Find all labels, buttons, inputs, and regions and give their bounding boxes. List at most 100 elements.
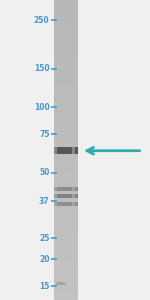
FancyBboxPatch shape: [54, 226, 78, 227]
FancyBboxPatch shape: [54, 203, 78, 204]
FancyBboxPatch shape: [54, 210, 78, 211]
FancyBboxPatch shape: [54, 268, 78, 269]
FancyBboxPatch shape: [54, 213, 78, 214]
FancyBboxPatch shape: [54, 215, 78, 216]
FancyBboxPatch shape: [54, 147, 78, 148]
FancyBboxPatch shape: [54, 299, 78, 300]
FancyBboxPatch shape: [54, 280, 78, 281]
FancyBboxPatch shape: [54, 189, 78, 190]
FancyBboxPatch shape: [54, 31, 78, 32]
FancyBboxPatch shape: [54, 46, 78, 47]
FancyBboxPatch shape: [54, 178, 78, 179]
FancyBboxPatch shape: [54, 206, 78, 207]
FancyBboxPatch shape: [54, 0, 78, 1]
FancyBboxPatch shape: [54, 267, 78, 268]
FancyBboxPatch shape: [56, 282, 57, 285]
FancyBboxPatch shape: [54, 229, 78, 230]
FancyBboxPatch shape: [54, 252, 78, 253]
FancyBboxPatch shape: [54, 60, 78, 61]
FancyBboxPatch shape: [54, 270, 78, 271]
FancyBboxPatch shape: [54, 224, 78, 225]
FancyBboxPatch shape: [54, 64, 78, 65]
FancyBboxPatch shape: [54, 293, 78, 294]
FancyBboxPatch shape: [54, 218, 78, 219]
FancyBboxPatch shape: [54, 1, 78, 2]
FancyBboxPatch shape: [54, 168, 78, 169]
FancyBboxPatch shape: [54, 184, 78, 185]
FancyBboxPatch shape: [54, 204, 78, 205]
FancyBboxPatch shape: [54, 115, 78, 116]
FancyBboxPatch shape: [54, 277, 78, 278]
Text: 100: 100: [34, 103, 50, 112]
FancyBboxPatch shape: [54, 112, 78, 113]
FancyBboxPatch shape: [54, 70, 78, 71]
FancyBboxPatch shape: [54, 8, 78, 9]
FancyBboxPatch shape: [54, 131, 78, 132]
FancyBboxPatch shape: [54, 34, 78, 35]
FancyBboxPatch shape: [54, 61, 78, 62]
FancyBboxPatch shape: [54, 71, 78, 72]
FancyBboxPatch shape: [54, 62, 78, 63]
FancyBboxPatch shape: [72, 187, 75, 191]
FancyBboxPatch shape: [54, 237, 78, 238]
FancyBboxPatch shape: [54, 95, 78, 96]
FancyBboxPatch shape: [54, 195, 78, 196]
FancyBboxPatch shape: [54, 159, 78, 160]
FancyBboxPatch shape: [54, 125, 78, 126]
FancyBboxPatch shape: [54, 234, 78, 235]
FancyBboxPatch shape: [54, 68, 78, 69]
FancyBboxPatch shape: [54, 194, 57, 198]
FancyBboxPatch shape: [54, 265, 78, 266]
FancyBboxPatch shape: [54, 94, 78, 95]
FancyBboxPatch shape: [54, 124, 78, 125]
FancyBboxPatch shape: [54, 72, 78, 73]
FancyBboxPatch shape: [54, 185, 78, 186]
FancyBboxPatch shape: [54, 48, 78, 49]
FancyBboxPatch shape: [54, 116, 78, 117]
FancyBboxPatch shape: [54, 175, 78, 176]
FancyBboxPatch shape: [54, 235, 78, 236]
FancyBboxPatch shape: [54, 262, 78, 263]
FancyBboxPatch shape: [54, 138, 78, 139]
FancyBboxPatch shape: [54, 139, 78, 140]
FancyBboxPatch shape: [54, 135, 78, 136]
FancyBboxPatch shape: [54, 207, 78, 208]
FancyBboxPatch shape: [54, 295, 78, 296]
FancyBboxPatch shape: [54, 104, 78, 105]
FancyBboxPatch shape: [54, 192, 78, 193]
FancyBboxPatch shape: [54, 88, 78, 89]
FancyBboxPatch shape: [54, 202, 78, 206]
FancyBboxPatch shape: [54, 83, 78, 84]
FancyBboxPatch shape: [54, 264, 78, 265]
FancyBboxPatch shape: [54, 66, 78, 67]
FancyBboxPatch shape: [54, 231, 78, 232]
FancyBboxPatch shape: [54, 114, 78, 115]
FancyBboxPatch shape: [54, 127, 78, 128]
FancyBboxPatch shape: [54, 85, 78, 86]
FancyBboxPatch shape: [54, 74, 78, 75]
FancyBboxPatch shape: [54, 57, 78, 58]
FancyBboxPatch shape: [54, 170, 78, 171]
FancyBboxPatch shape: [54, 76, 78, 77]
FancyBboxPatch shape: [54, 273, 78, 274]
FancyBboxPatch shape: [54, 282, 78, 283]
FancyBboxPatch shape: [54, 102, 78, 103]
FancyBboxPatch shape: [54, 14, 78, 15]
FancyBboxPatch shape: [54, 117, 78, 118]
FancyBboxPatch shape: [54, 289, 78, 290]
FancyBboxPatch shape: [54, 285, 78, 286]
FancyBboxPatch shape: [54, 23, 78, 24]
FancyBboxPatch shape: [54, 211, 78, 212]
FancyBboxPatch shape: [54, 201, 78, 202]
FancyBboxPatch shape: [54, 246, 78, 247]
FancyBboxPatch shape: [54, 212, 78, 213]
FancyBboxPatch shape: [54, 141, 78, 142]
FancyBboxPatch shape: [54, 133, 78, 134]
FancyBboxPatch shape: [54, 244, 78, 245]
FancyBboxPatch shape: [54, 79, 78, 80]
FancyBboxPatch shape: [54, 149, 78, 150]
FancyBboxPatch shape: [54, 10, 78, 11]
FancyBboxPatch shape: [54, 33, 78, 34]
FancyBboxPatch shape: [54, 187, 57, 191]
FancyBboxPatch shape: [54, 119, 78, 120]
